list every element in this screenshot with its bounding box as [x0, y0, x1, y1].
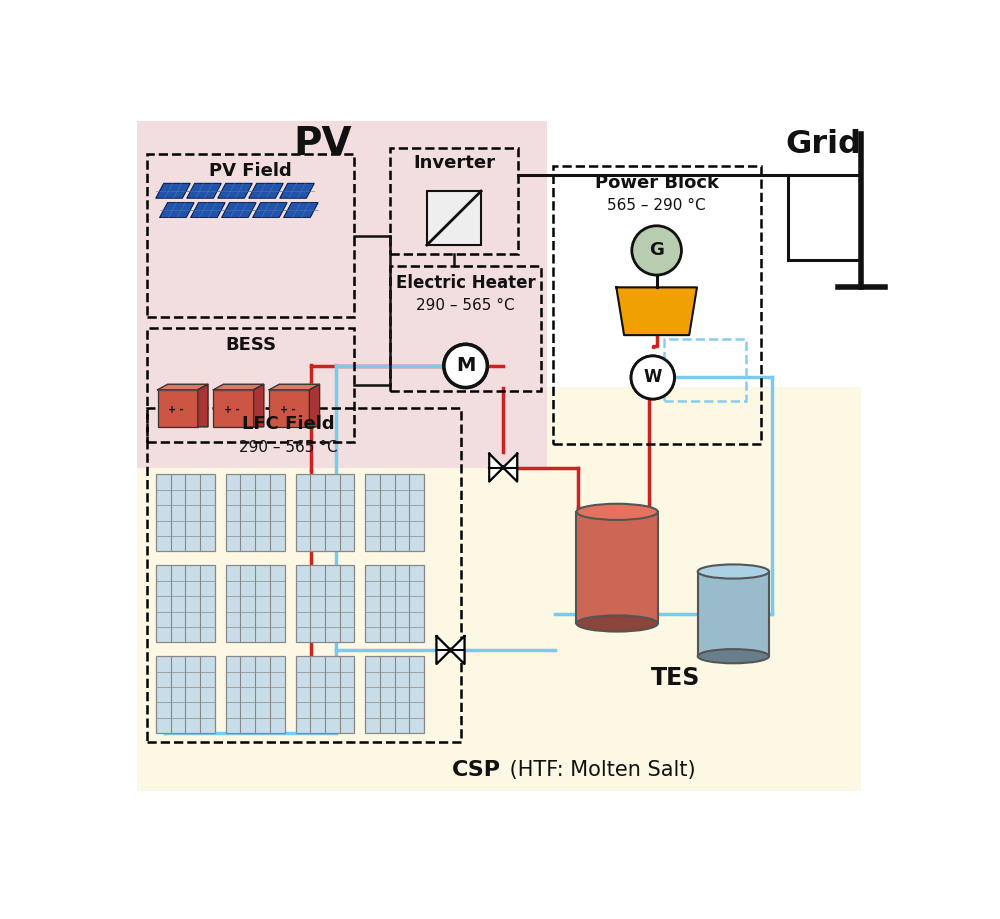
Polygon shape	[187, 184, 221, 199]
Polygon shape	[253, 203, 287, 217]
Text: + -: + -	[280, 405, 295, 415]
Polygon shape	[160, 203, 194, 217]
Text: Electric Heater: Electric Heater	[396, 274, 535, 291]
Polygon shape	[158, 384, 208, 390]
Bar	[365, 474, 424, 551]
Circle shape	[449, 649, 452, 652]
Polygon shape	[218, 184, 252, 199]
Bar	[158, 390, 198, 426]
Circle shape	[632, 226, 681, 275]
Polygon shape	[437, 636, 450, 664]
Bar	[147, 407, 461, 743]
Polygon shape	[450, 636, 464, 664]
Text: + -: + -	[168, 405, 183, 415]
Bar	[137, 387, 861, 791]
Bar	[156, 565, 215, 642]
Polygon shape	[437, 636, 450, 664]
Polygon shape	[503, 454, 517, 482]
Polygon shape	[222, 203, 256, 217]
Text: Inverter: Inverter	[413, 154, 495, 173]
Bar	[147, 154, 354, 317]
Text: Power Block: Power Block	[595, 174, 719, 192]
Bar	[137, 121, 547, 468]
Text: G: G	[649, 242, 664, 259]
Circle shape	[501, 466, 505, 470]
Text: W: W	[644, 369, 662, 387]
Polygon shape	[489, 454, 503, 482]
Polygon shape	[269, 384, 320, 390]
Text: 565 – 290 °C: 565 – 290 °C	[607, 199, 706, 213]
Bar	[390, 148, 518, 255]
Text: PV: PV	[293, 125, 352, 164]
Text: M: M	[456, 357, 475, 376]
Text: PV Field: PV Field	[209, 162, 292, 180]
Bar	[427, 191, 481, 245]
Bar	[156, 656, 215, 733]
Polygon shape	[191, 203, 225, 217]
Bar	[576, 512, 658, 623]
Circle shape	[449, 649, 452, 652]
Bar	[365, 656, 424, 733]
Bar	[269, 390, 309, 426]
Polygon shape	[156, 184, 190, 199]
Ellipse shape	[576, 616, 658, 631]
Bar	[296, 474, 354, 551]
Bar	[365, 565, 424, 642]
Text: 290 – 565 °C: 290 – 565 °C	[239, 440, 337, 455]
Ellipse shape	[698, 564, 769, 579]
Bar	[226, 474, 285, 551]
Text: LFC Field: LFC Field	[242, 415, 334, 434]
Polygon shape	[198, 384, 208, 426]
Polygon shape	[249, 184, 283, 199]
Ellipse shape	[698, 649, 769, 664]
Polygon shape	[280, 184, 314, 199]
Bar	[296, 656, 354, 733]
Polygon shape	[503, 454, 517, 482]
Circle shape	[444, 345, 487, 388]
Circle shape	[501, 466, 505, 470]
Bar	[296, 565, 354, 642]
Text: W: W	[644, 369, 662, 387]
Polygon shape	[450, 636, 464, 664]
Circle shape	[444, 345, 487, 388]
Polygon shape	[616, 288, 697, 335]
Circle shape	[631, 356, 674, 399]
Bar	[226, 565, 285, 642]
Polygon shape	[284, 203, 318, 217]
Bar	[553, 165, 761, 445]
Text: CSP: CSP	[452, 760, 501, 780]
Text: TES: TES	[651, 665, 700, 690]
Bar	[226, 656, 285, 733]
Bar	[390, 266, 541, 391]
Polygon shape	[254, 384, 264, 426]
Text: (HTF: Molten Salt): (HTF: Molten Salt)	[503, 760, 696, 780]
Bar	[664, 339, 746, 401]
Bar	[213, 390, 254, 426]
Text: 290 – 565 °C: 290 – 565 °C	[416, 299, 515, 313]
Text: M: M	[456, 357, 475, 376]
Text: + -: + -	[224, 405, 239, 415]
Text: BESS: BESS	[225, 336, 276, 354]
Circle shape	[631, 356, 674, 399]
Text: Grid: Grid	[785, 129, 861, 160]
Ellipse shape	[576, 504, 658, 520]
Bar	[156, 474, 215, 551]
Polygon shape	[489, 454, 503, 482]
Bar	[147, 328, 354, 442]
Polygon shape	[213, 384, 264, 390]
Bar	[698, 572, 769, 656]
Polygon shape	[309, 384, 320, 426]
